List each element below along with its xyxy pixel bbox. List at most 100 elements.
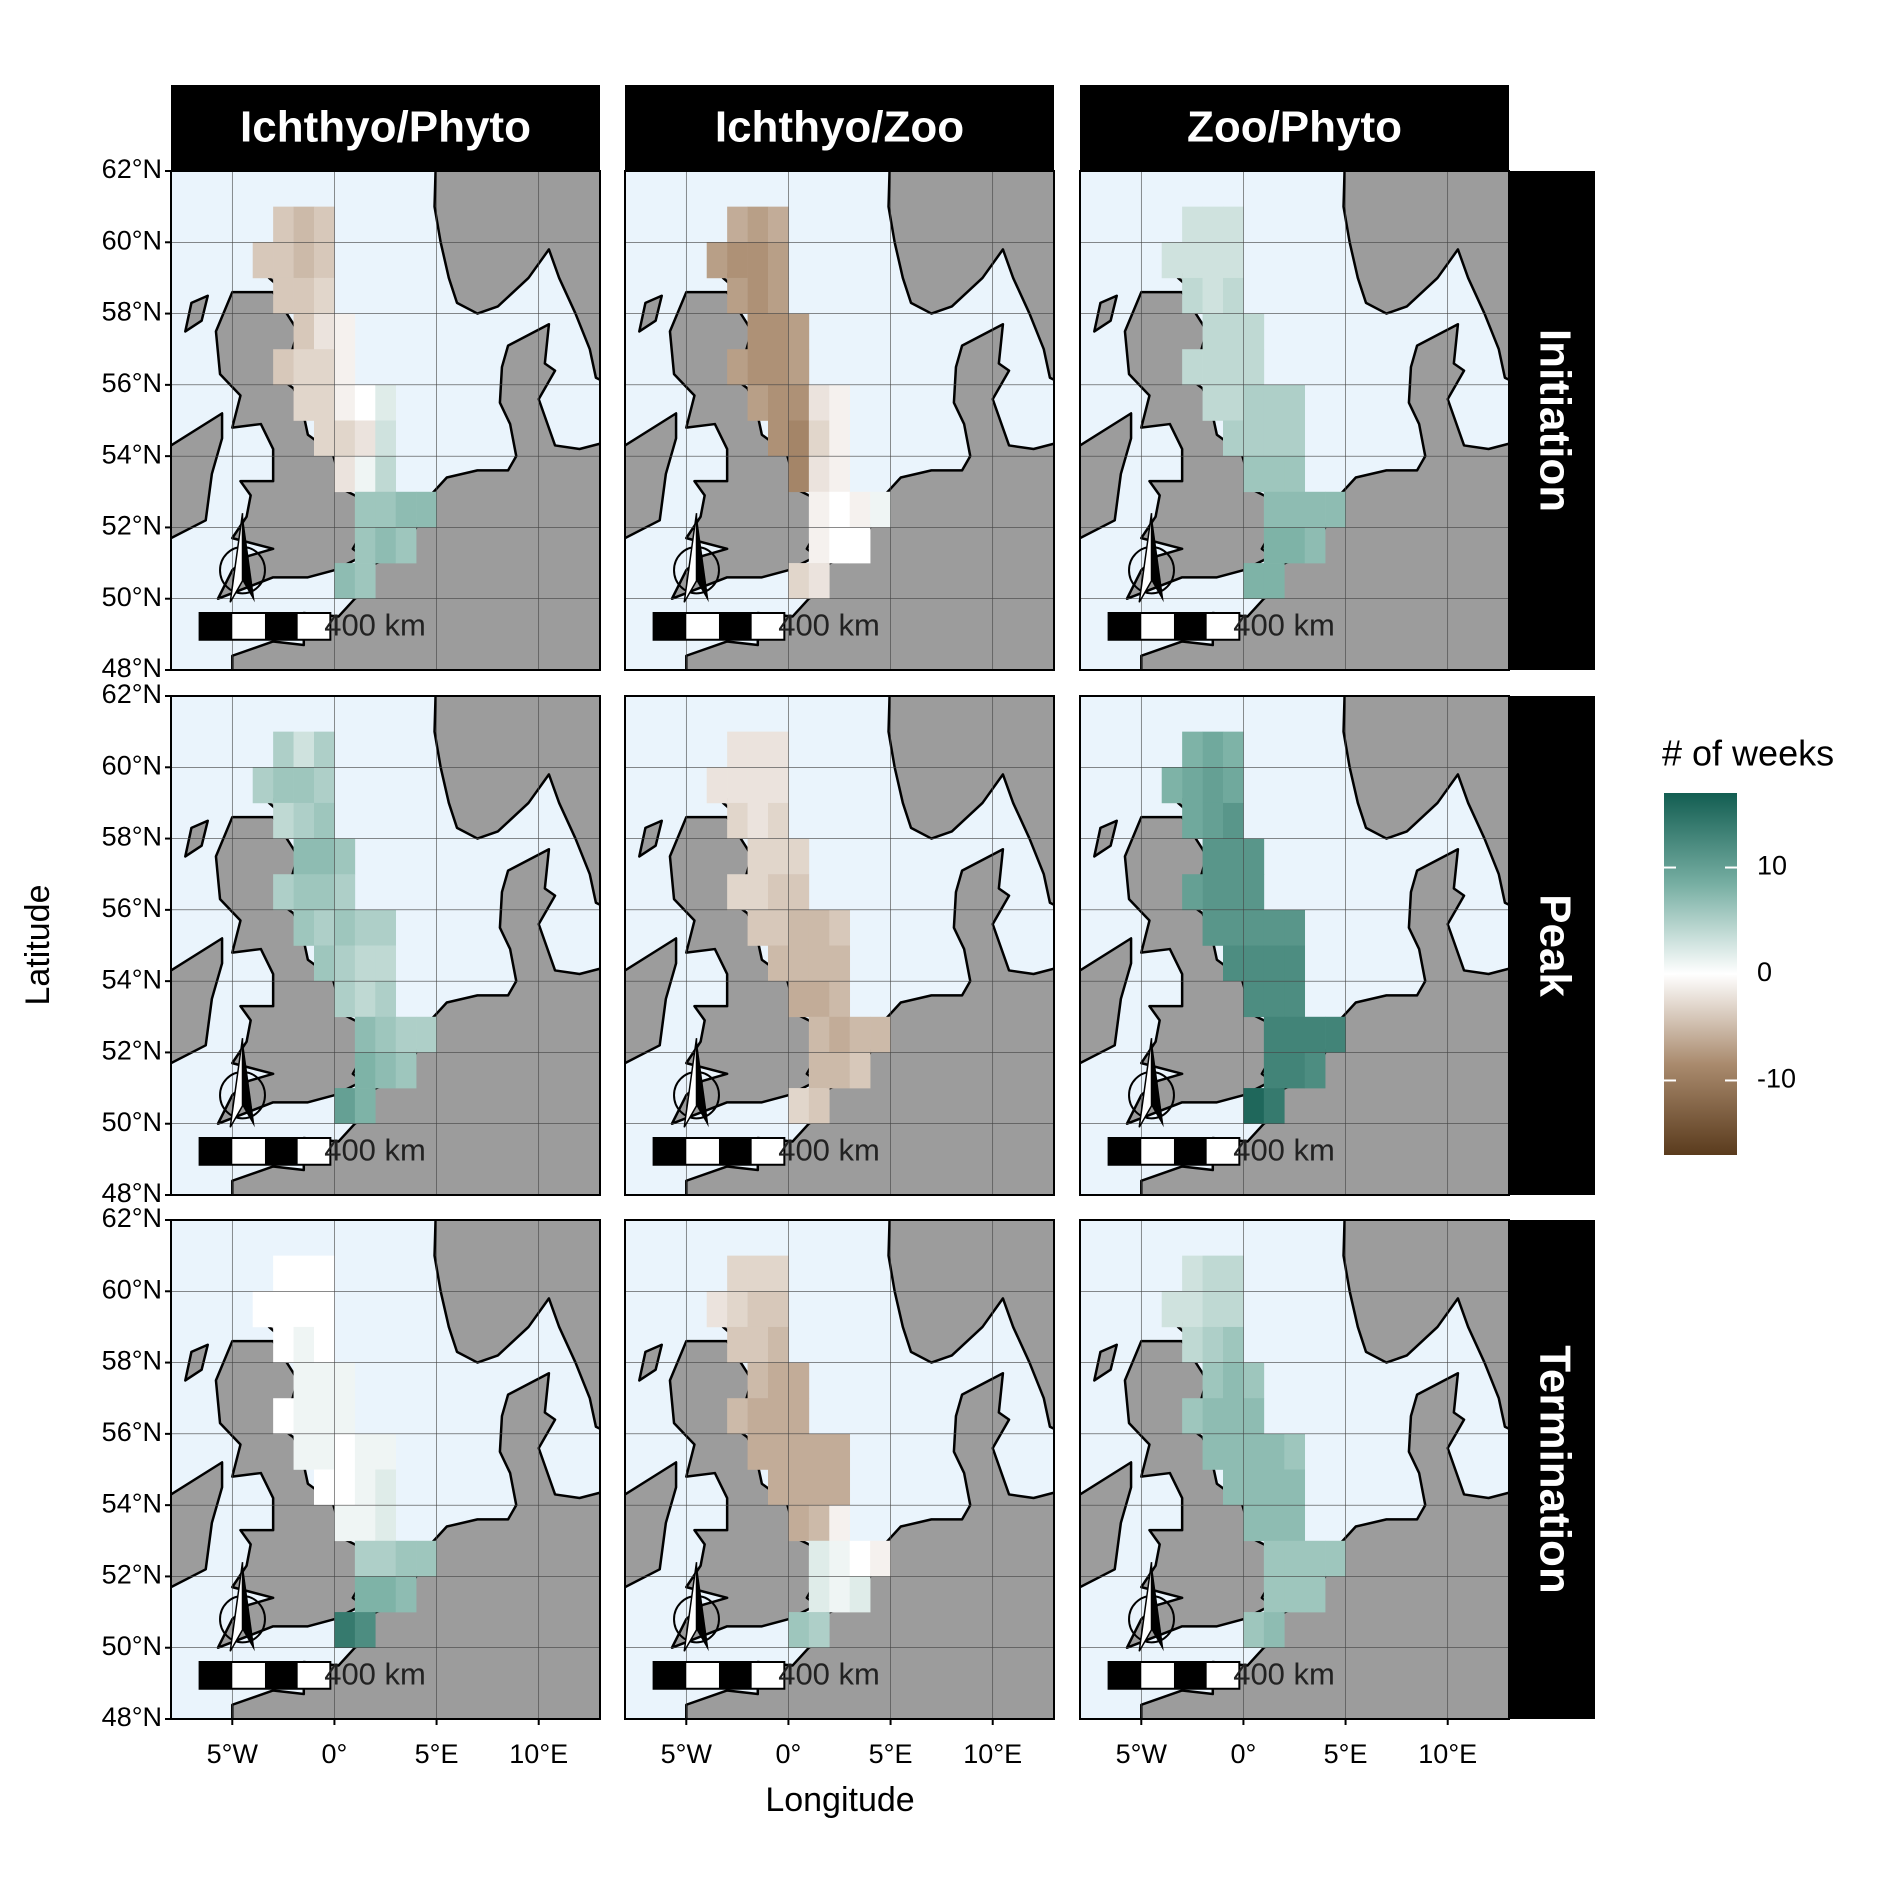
x-tick-label: 5°E <box>1324 1739 1368 1769</box>
cell <box>354 420 376 457</box>
cell <box>1284 1505 1306 1542</box>
cell <box>727 731 748 768</box>
cell <box>334 456 356 493</box>
cell <box>273 731 294 768</box>
cell <box>1243 1433 1265 1470</box>
cell <box>1202 1255 1224 1292</box>
map-panel: 400 km <box>171 171 600 670</box>
cell <box>727 242 748 279</box>
cell <box>1223 1362 1244 1399</box>
cell <box>1223 1433 1244 1470</box>
cell <box>1325 491 1346 528</box>
cell <box>395 1016 417 1053</box>
cell <box>293 767 315 804</box>
cell <box>354 384 376 421</box>
cell <box>870 1016 891 1053</box>
cell <box>1202 731 1224 768</box>
cell <box>727 802 748 839</box>
cell <box>788 456 810 493</box>
cell <box>354 1469 376 1506</box>
cell <box>293 838 315 875</box>
cell <box>727 874 748 911</box>
cell <box>1243 384 1265 421</box>
map-panel: 400 km <box>1080 696 1509 1195</box>
cell <box>1243 945 1265 982</box>
cell <box>808 945 830 982</box>
cell <box>808 1016 830 1053</box>
cell <box>1263 1576 1285 1613</box>
cell <box>1284 981 1306 1018</box>
cell <box>1223 313 1244 350</box>
cell <box>849 1052 871 1089</box>
cell <box>1182 1398 1203 1435</box>
scale-bar-label: 400 km <box>1233 1656 1335 1691</box>
column-strip <box>1080 85 1509 171</box>
cell <box>273 242 294 279</box>
cell <box>293 242 315 279</box>
cell <box>1202 767 1224 804</box>
cell <box>747 384 769 421</box>
panel-border <box>170 695 601 1196</box>
cell <box>375 909 397 946</box>
cell <box>788 1398 810 1435</box>
y-axis-label: Latitude <box>19 885 57 1006</box>
cell <box>293 731 315 768</box>
cell <box>1304 1540 1326 1577</box>
cell <box>829 909 851 946</box>
cell <box>375 420 397 457</box>
cell <box>293 384 315 421</box>
cell <box>849 491 871 528</box>
cell <box>273 1255 294 1292</box>
cell <box>1284 527 1306 564</box>
x-tick-label: 0° <box>776 1739 802 1769</box>
y-tick-label: 56°N <box>102 368 162 398</box>
cell <box>314 1398 335 1435</box>
cell <box>1284 909 1306 946</box>
y-tick-label: 62°N <box>102 154 162 184</box>
cell <box>706 242 728 279</box>
cell <box>1202 874 1224 911</box>
cell <box>788 420 810 457</box>
cell <box>293 802 315 839</box>
cell <box>1284 456 1306 493</box>
cell <box>1263 1469 1285 1506</box>
cell <box>1223 838 1244 875</box>
cell <box>706 1291 728 1328</box>
cell <box>252 767 274 804</box>
panel-border <box>170 170 601 671</box>
cell <box>727 1255 748 1292</box>
column-strip <box>625 85 1054 171</box>
cell <box>1263 981 1285 1018</box>
cell <box>1243 874 1265 911</box>
cell <box>1325 1016 1346 1053</box>
cell <box>1284 420 1306 457</box>
cell <box>1243 1505 1265 1542</box>
cell <box>808 1433 830 1470</box>
scale-bar-label: 400 km <box>1233 607 1335 642</box>
cell <box>1182 802 1203 839</box>
cell <box>1304 1016 1326 1053</box>
cell <box>747 206 769 243</box>
cell <box>334 349 356 386</box>
cell <box>1223 349 1244 386</box>
column-title: Ichthyo/Zoo <box>715 103 964 152</box>
cell <box>1223 1255 1244 1292</box>
cell <box>395 1540 417 1577</box>
cell <box>375 1540 397 1577</box>
cell <box>747 731 769 768</box>
cell <box>1263 1612 1285 1649</box>
cell <box>788 1362 810 1399</box>
panel-border <box>624 170 1055 671</box>
cell <box>808 527 830 564</box>
cell <box>727 767 748 804</box>
cell <box>1263 384 1285 421</box>
y-tick-label: 52°N <box>102 1036 162 1066</box>
cell <box>334 1362 356 1399</box>
cell <box>314 874 335 911</box>
cell <box>354 981 376 1018</box>
cell <box>334 1398 356 1435</box>
cell <box>293 1398 315 1435</box>
cell <box>354 1576 376 1613</box>
cell <box>829 1469 851 1506</box>
